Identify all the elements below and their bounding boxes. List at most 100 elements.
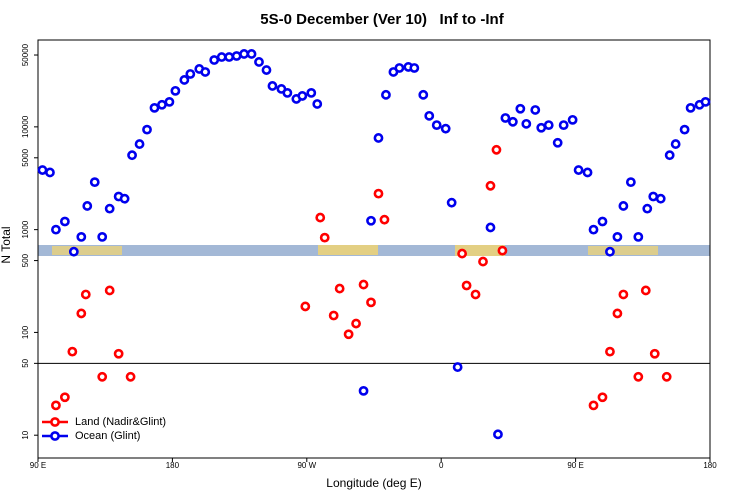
data-point bbox=[224, 52, 235, 62]
y-tick-label: 100 bbox=[21, 325, 30, 339]
x-tick-label: 0 bbox=[439, 461, 444, 470]
data-point bbox=[500, 113, 511, 123]
data-point bbox=[597, 392, 608, 403]
data-point bbox=[381, 89, 391, 100]
x-tick-label: 180 bbox=[703, 461, 717, 470]
data-point bbox=[633, 231, 644, 242]
data-point bbox=[457, 248, 468, 259]
data-point bbox=[485, 180, 496, 191]
data-point bbox=[343, 329, 354, 340]
x-tick-label: 90 E bbox=[567, 461, 583, 470]
data-point bbox=[497, 245, 508, 256]
data-point bbox=[618, 289, 629, 300]
data-point bbox=[67, 346, 78, 357]
y-tick-label: 500 bbox=[21, 253, 30, 267]
map-band bbox=[38, 245, 710, 256]
data-point bbox=[104, 203, 115, 214]
legend-marker bbox=[50, 431, 60, 441]
data-point bbox=[351, 318, 361, 329]
data-point bbox=[119, 193, 130, 204]
data-point bbox=[239, 49, 249, 59]
data-point bbox=[485, 222, 496, 233]
data-point bbox=[76, 231, 87, 242]
data-point bbox=[700, 96, 711, 107]
data-point bbox=[179, 75, 190, 85]
x-axis-label: Longitude (deg E) bbox=[326, 476, 421, 490]
data-point bbox=[670, 139, 681, 149]
data-point bbox=[530, 105, 541, 115]
data-point bbox=[82, 201, 93, 211]
data-point bbox=[142, 124, 152, 135]
data-point bbox=[170, 85, 181, 96]
data-point bbox=[76, 308, 87, 319]
data-point bbox=[582, 167, 593, 178]
data-point bbox=[679, 124, 690, 135]
data-point bbox=[507, 116, 518, 127]
data-point bbox=[68, 246, 79, 257]
data-point bbox=[80, 289, 91, 300]
data-point bbox=[379, 214, 390, 225]
y-axis-label: N Total bbox=[0, 226, 13, 263]
data-point bbox=[588, 224, 599, 235]
data-point bbox=[543, 120, 554, 131]
data-point bbox=[185, 69, 196, 79]
data-point bbox=[231, 51, 242, 61]
data-point bbox=[418, 89, 429, 100]
data-point bbox=[97, 371, 108, 382]
data-point bbox=[394, 63, 405, 73]
data-point bbox=[358, 279, 369, 290]
legend-marker bbox=[50, 417, 60, 427]
data-point bbox=[373, 188, 384, 199]
x-tick-label: 90 E bbox=[30, 461, 46, 470]
data-point bbox=[157, 99, 167, 110]
data-point bbox=[373, 133, 384, 143]
y-tick-label: 50 bbox=[21, 358, 30, 367]
data-point bbox=[51, 224, 61, 235]
data-point bbox=[312, 99, 323, 109]
data-point bbox=[366, 215, 376, 226]
data-point bbox=[446, 197, 457, 208]
data-point bbox=[209, 55, 220, 65]
data-point bbox=[558, 120, 569, 131]
data-point bbox=[127, 150, 137, 161]
data-point bbox=[164, 96, 175, 107]
data-point bbox=[149, 102, 160, 113]
data-point bbox=[618, 201, 629, 211]
data-point bbox=[37, 165, 48, 175]
data-point bbox=[319, 232, 330, 243]
data-point bbox=[685, 102, 696, 113]
data-point bbox=[334, 283, 345, 294]
data-point bbox=[588, 400, 599, 411]
data-point bbox=[661, 371, 672, 382]
data-point bbox=[552, 137, 563, 148]
data-point bbox=[261, 65, 272, 75]
data-point bbox=[97, 231, 108, 242]
data-point bbox=[113, 348, 124, 359]
data-point bbox=[59, 392, 70, 403]
plot-frame bbox=[37, 39, 711, 459]
data-point bbox=[216, 52, 227, 62]
y-tick-label: 1000 bbox=[21, 220, 30, 238]
data-point bbox=[649, 348, 660, 359]
data-point bbox=[597, 216, 608, 227]
data-point bbox=[297, 91, 308, 101]
data-point bbox=[51, 400, 61, 411]
data-point bbox=[200, 67, 211, 77]
data-point bbox=[328, 310, 339, 321]
data-point bbox=[431, 120, 442, 131]
data-point bbox=[478, 256, 488, 267]
data-point bbox=[536, 122, 547, 133]
data-point bbox=[567, 114, 578, 125]
data-point bbox=[440, 123, 451, 134]
x-tick-label: 90 W bbox=[297, 461, 316, 470]
data-point bbox=[267, 81, 278, 91]
legend-label: Land (Nadir&Glint) bbox=[75, 416, 166, 428]
data-point bbox=[424, 110, 435, 121]
data-point bbox=[89, 177, 100, 188]
data-point bbox=[134, 139, 145, 149]
data-point bbox=[409, 63, 420, 73]
y-tick-label: 5000 bbox=[21, 148, 30, 166]
data-point bbox=[358, 385, 369, 396]
data-point bbox=[300, 301, 311, 312]
